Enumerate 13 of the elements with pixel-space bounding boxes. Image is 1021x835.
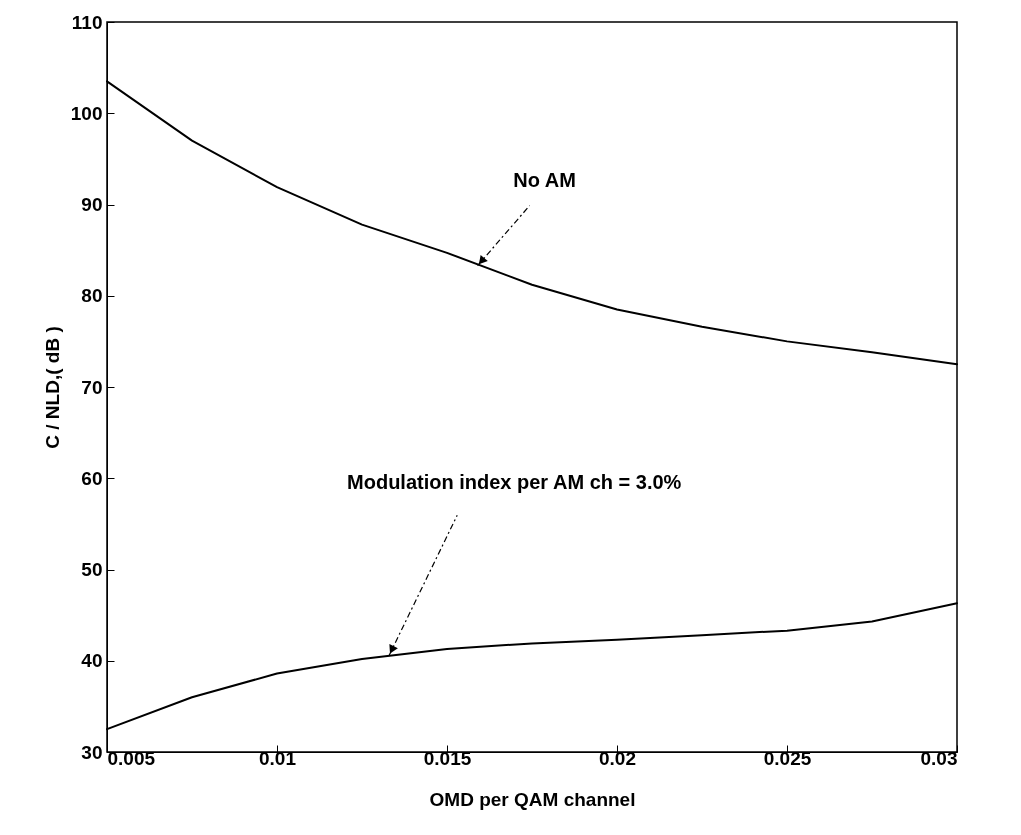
annotation: Modulation index per AM ch = 3.0%	[347, 471, 682, 494]
y-tick-label: 70	[81, 376, 103, 398]
y-tick-label: 100	[70, 102, 103, 124]
annotation: No AM	[513, 168, 576, 191]
y-tick-label: 50	[81, 559, 103, 580]
y-tick-label: 30	[81, 741, 103, 763]
y-tick-label: 60	[81, 467, 103, 489]
x-axis-title: OMD per QAM channel	[429, 788, 636, 810]
y-tick-label: 110	[71, 11, 103, 33]
y-tick-label: 40	[81, 650, 103, 672]
y-axis-title: C / NLD,( dB )	[41, 326, 63, 449]
y-tick-label: 80	[81, 285, 103, 307]
y-tick-label: 90	[81, 194, 103, 215]
